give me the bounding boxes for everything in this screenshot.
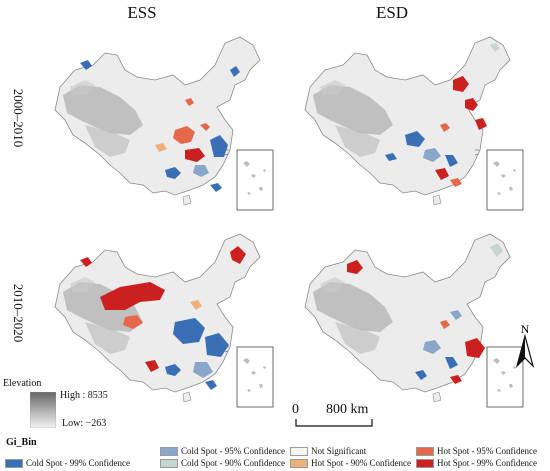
legend-swatch xyxy=(416,446,434,456)
legend-label: Hot Spot - 90% Confidence xyxy=(311,458,411,468)
legend-item-not-significant: Not Significant xyxy=(290,446,366,456)
map-esd-2010-2020 xyxy=(275,222,525,422)
legend-label: Hot Spot - 99% Confidence xyxy=(437,458,537,468)
elevation-ramp xyxy=(30,392,56,428)
legend-label: Not Significant xyxy=(311,446,367,456)
legend-swatch xyxy=(416,458,434,468)
column-title-esd: ESD xyxy=(375,3,409,22)
legend-label: Cold Spot - 90% Confidence xyxy=(181,458,285,468)
legend-item-hot-99: Hot Spot - 99% Confidence xyxy=(416,458,537,468)
legend-item-cold-99: Cold Spot - 99% Confidence xyxy=(5,458,130,468)
elevation-low-label: Low: −263 xyxy=(62,418,107,429)
legend-item-hot-95: Hot Spot - 95% Confidence xyxy=(416,446,537,456)
elevation-high-label: High : 8535 xyxy=(60,390,108,401)
scale-bar xyxy=(295,419,373,427)
scale-zero-label: 0 xyxy=(292,402,299,417)
legend-label: Cold Spot - 95% Confidence xyxy=(181,446,285,456)
map-ess-2000-2010 xyxy=(25,25,275,225)
north-arrow-icon: N xyxy=(515,322,535,369)
legend-swatch xyxy=(160,458,178,468)
legend-item-cold-95: Cold Spot - 95% Confidence xyxy=(160,446,285,456)
legend-label: Cold Spot - 99% Confidence xyxy=(26,458,130,468)
legend-swatch xyxy=(290,446,308,456)
row-label-2010-2020: 2010–2020 xyxy=(11,283,26,343)
legend-swatch xyxy=(290,458,308,468)
legend-item-cold-90: Cold Spot - 90% Confidence xyxy=(160,458,285,468)
legend-title: Gi_Bin xyxy=(6,437,37,448)
scale-distance-label: 800 km xyxy=(326,402,369,417)
legend-label: Hot Spot - 95% Confidence xyxy=(437,446,537,456)
elevation-title: Elevation xyxy=(3,378,42,389)
north-label: N xyxy=(521,322,530,336)
map-esd-2000-2010 xyxy=(275,25,525,225)
map-ess-2010-2020 xyxy=(25,222,275,422)
column-title-ess: ESS xyxy=(127,3,157,22)
legend-swatch xyxy=(5,458,23,468)
legend-item-hot-90: Hot Spot - 90% Confidence xyxy=(290,458,411,468)
legend-swatch xyxy=(160,446,178,456)
row-label-2000-2010: 2000–2010 xyxy=(11,88,26,148)
